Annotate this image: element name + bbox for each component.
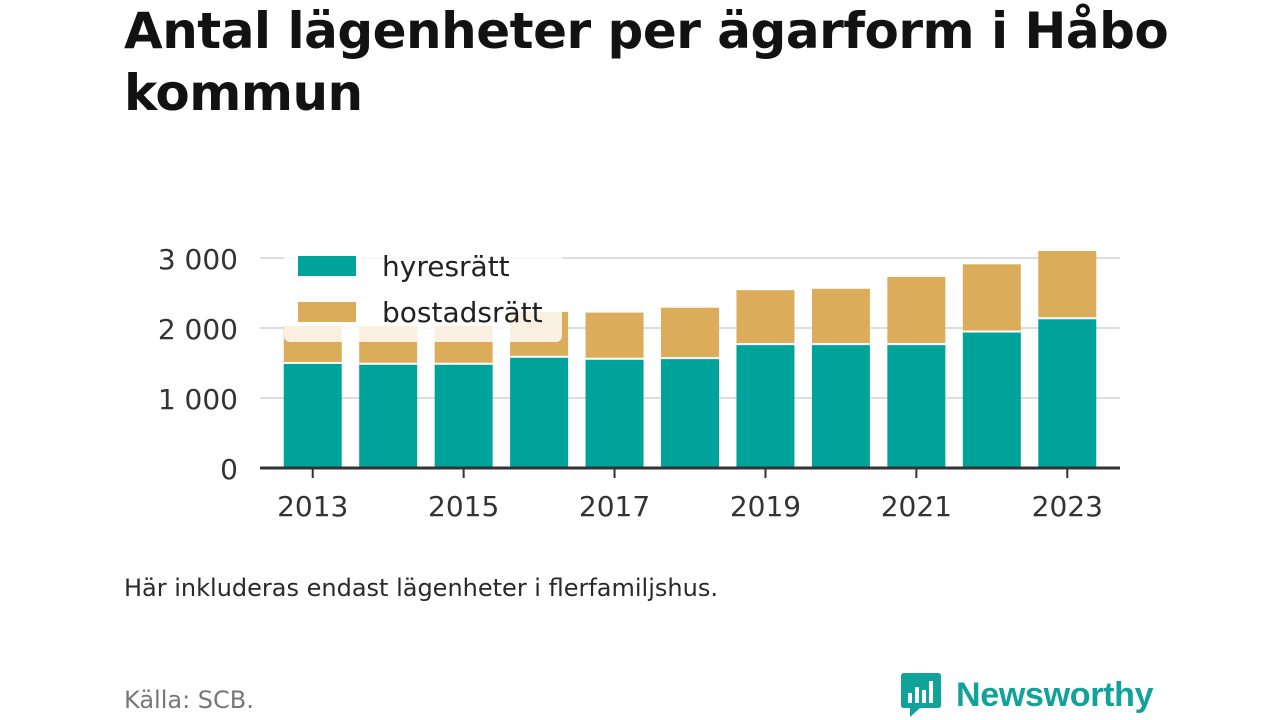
legend-swatch-hyresratt	[298, 256, 356, 276]
bar-bostadsratt	[736, 290, 795, 345]
x-tick-label: 2019	[730, 490, 801, 523]
bar-bostadsratt	[962, 264, 1021, 332]
y-tick-label: 1 000	[158, 383, 238, 416]
legend-label-bostadsratt: bostadsrätt	[382, 296, 543, 329]
bar-bostadsratt	[1038, 251, 1097, 319]
bar-hyresratt	[736, 344, 795, 468]
x-tick-label: 2013	[277, 490, 348, 523]
bar-hyresratt	[661, 358, 719, 468]
bar-hyresratt	[811, 344, 870, 468]
bar-hyresratt	[434, 363, 493, 468]
x-tick-label: 2015	[428, 490, 499, 523]
x-tick-label: 2021	[881, 490, 952, 523]
newsworthy-logo-icon	[901, 673, 941, 717]
bar-bostadsratt	[661, 307, 719, 359]
x-tick-label: 2023	[1032, 490, 1103, 523]
brand-name: Newsworthy	[956, 675, 1154, 714]
bar-hyresratt	[1038, 318, 1097, 468]
bar-hyresratt	[510, 356, 569, 468]
y-tick-label: 2 000	[158, 313, 238, 346]
bar-bostadsratt	[887, 276, 946, 345]
legend-label-hyresratt: hyresrätt	[382, 250, 510, 283]
chart-title: Antal lägenheter per ägarform i Håbo kom…	[124, 2, 1169, 122]
bar-hyresratt	[283, 363, 342, 468]
bar-hyresratt	[585, 358, 644, 468]
x-tick-label: 2017	[579, 490, 650, 523]
bar-hyresratt	[359, 363, 418, 468]
source-credit: Källa: SCB.	[124, 686, 254, 714]
brand-logo[interactable]: Newsworthy	[900, 670, 1154, 720]
legend-swatch-bostadsratt	[298, 302, 356, 322]
bar-hyresratt	[962, 331, 1021, 468]
chart-note: Här inkluderas endast lägenheter i flerf…	[124, 574, 718, 602]
y-tick-label: 0	[220, 453, 238, 486]
bar-bostadsratt	[811, 288, 870, 345]
y-tick-label: 3 000	[158, 243, 238, 276]
bar-hyresratt	[887, 344, 946, 468]
bar-bostadsratt	[585, 312, 644, 359]
